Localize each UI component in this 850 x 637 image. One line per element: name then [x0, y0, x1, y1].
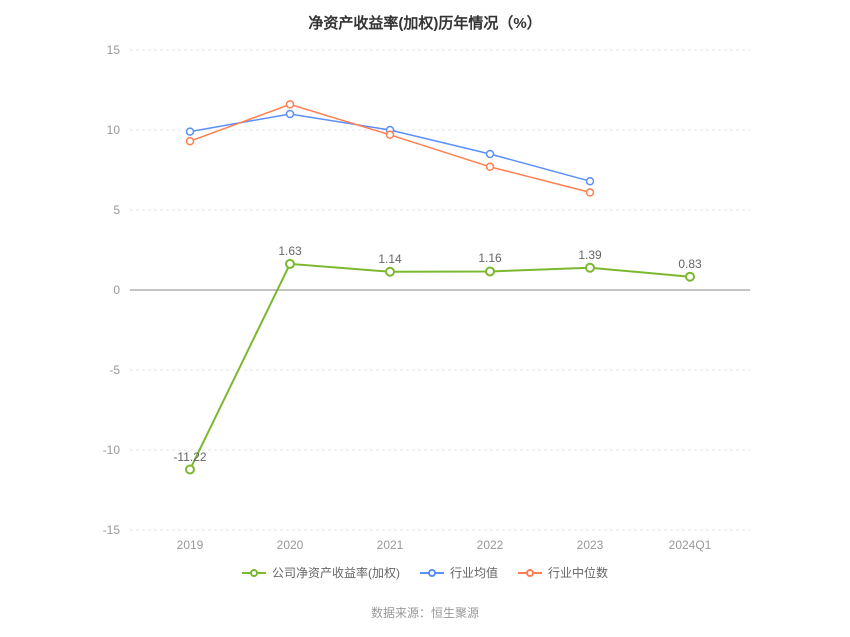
series-marker	[187, 128, 194, 135]
series-marker	[387, 131, 394, 138]
series-marker	[586, 264, 594, 272]
legend: 公司净资产收益率(加权) 行业均值 行业中位数	[0, 564, 850, 582]
data-label: -11.22	[173, 450, 206, 464]
series-marker	[286, 260, 294, 268]
x-tick-label: 2019	[177, 538, 204, 552]
y-tick-label: 15	[107, 43, 120, 57]
chart-title: 净资产收益率(加权)历年情况（%）	[0, 0, 850, 33]
source-value: 恒生聚源	[431, 606, 479, 620]
series-marker	[287, 111, 294, 118]
legend-item[interactable]: 行业中位数	[518, 564, 608, 581]
source-label: 数据来源：	[371, 606, 431, 620]
legend-marker-icon	[242, 567, 266, 579]
y-tick-label: -10	[103, 443, 120, 457]
series-marker	[386, 268, 394, 276]
legend-item[interactable]: 公司净资产收益率(加权)	[242, 564, 400, 581]
y-tick-label: -15	[103, 523, 120, 537]
series-marker	[487, 151, 494, 158]
series-marker	[287, 101, 294, 108]
data-label: 1.39	[578, 248, 601, 262]
legend-item[interactable]: 行业均值	[420, 564, 498, 581]
plot-svg	[130, 50, 750, 530]
series-marker	[587, 178, 594, 185]
x-tick-label: 2022	[477, 538, 504, 552]
series-marker	[686, 273, 694, 281]
data-label: 1.16	[478, 251, 501, 265]
chart-container: 净资产收益率(加权)历年情况（%） -15-10-505101520192020…	[0, 0, 850, 637]
y-tick-label: -5	[109, 363, 120, 377]
series-marker	[487, 163, 494, 170]
data-label: 0.83	[678, 257, 701, 271]
legend-label: 行业均值	[450, 564, 498, 581]
y-tick-label: 0	[113, 283, 120, 297]
x-tick-label: 2023	[577, 538, 604, 552]
series-marker	[486, 267, 494, 275]
series-line	[190, 264, 690, 470]
x-tick-label: 2021	[377, 538, 404, 552]
x-tick-label: 2020	[277, 538, 304, 552]
data-label: 1.14	[378, 252, 401, 266]
y-tick-label: 10	[107, 123, 120, 137]
y-tick-label: 5	[113, 203, 120, 217]
x-tick-label: 2024Q1	[669, 538, 712, 552]
legend-label: 行业中位数	[548, 564, 608, 581]
legend-marker-icon	[518, 567, 542, 579]
legend-marker-icon	[420, 567, 444, 579]
series-line	[190, 114, 590, 181]
legend-label: 公司净资产收益率(加权)	[272, 564, 400, 581]
series-marker	[187, 138, 194, 145]
data-label: 1.63	[278, 244, 301, 258]
series-marker	[186, 466, 194, 474]
series-marker	[587, 189, 594, 196]
plot-area: -15-10-5051015201920202021202220232024Q1…	[130, 50, 750, 530]
series-line	[190, 104, 590, 192]
data-source: 数据来源：恒生聚源	[0, 604, 850, 621]
